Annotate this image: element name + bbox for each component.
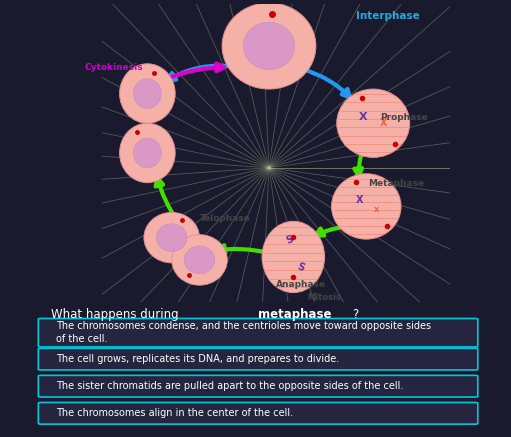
- Ellipse shape: [120, 123, 175, 183]
- Text: ?: ?: [353, 309, 359, 321]
- FancyBboxPatch shape: [38, 375, 478, 397]
- Ellipse shape: [184, 246, 215, 274]
- Text: Cytokinesis: Cytokinesis: [85, 63, 144, 72]
- Text: Prophase: Prophase: [380, 113, 428, 122]
- Ellipse shape: [337, 89, 410, 157]
- Text: S: S: [285, 234, 295, 246]
- Ellipse shape: [120, 64, 175, 123]
- Ellipse shape: [133, 138, 161, 168]
- Text: Interphase: Interphase: [356, 11, 420, 21]
- Ellipse shape: [332, 174, 401, 239]
- FancyBboxPatch shape: [38, 402, 478, 424]
- FancyBboxPatch shape: [38, 348, 478, 370]
- Ellipse shape: [156, 224, 187, 252]
- Text: Telophase: Telophase: [199, 214, 250, 223]
- Ellipse shape: [243, 22, 295, 69]
- Ellipse shape: [222, 3, 316, 89]
- Ellipse shape: [262, 221, 324, 293]
- Text: X: X: [356, 195, 363, 205]
- Text: Metaphase: Metaphase: [368, 179, 424, 187]
- Text: X: X: [359, 112, 367, 122]
- Ellipse shape: [133, 79, 161, 108]
- Text: x: x: [374, 205, 379, 215]
- Text: Anaphase: Anaphase: [276, 280, 326, 289]
- Text: X: X: [380, 118, 387, 128]
- Text: The sister chromatids are pulled apart to the opposite sides of the cell.: The sister chromatids are pulled apart t…: [56, 381, 404, 391]
- Text: The cell grows, replicates its DNA, and prepares to divide.: The cell grows, replicates its DNA, and …: [56, 354, 339, 364]
- Ellipse shape: [172, 235, 227, 285]
- Text: The chromosomes align in the center of the cell.: The chromosomes align in the center of t…: [56, 408, 293, 418]
- Text: Mitosis: Mitosis: [307, 293, 341, 302]
- FancyBboxPatch shape: [38, 319, 478, 347]
- Text: The chromosomes condense, and the centrioles move toward opposite sides
of the c: The chromosomes condense, and the centri…: [56, 321, 431, 344]
- Text: What happens during: What happens during: [51, 309, 182, 321]
- Text: metaphase: metaphase: [258, 309, 332, 321]
- Ellipse shape: [144, 212, 199, 263]
- Text: S: S: [295, 262, 305, 274]
